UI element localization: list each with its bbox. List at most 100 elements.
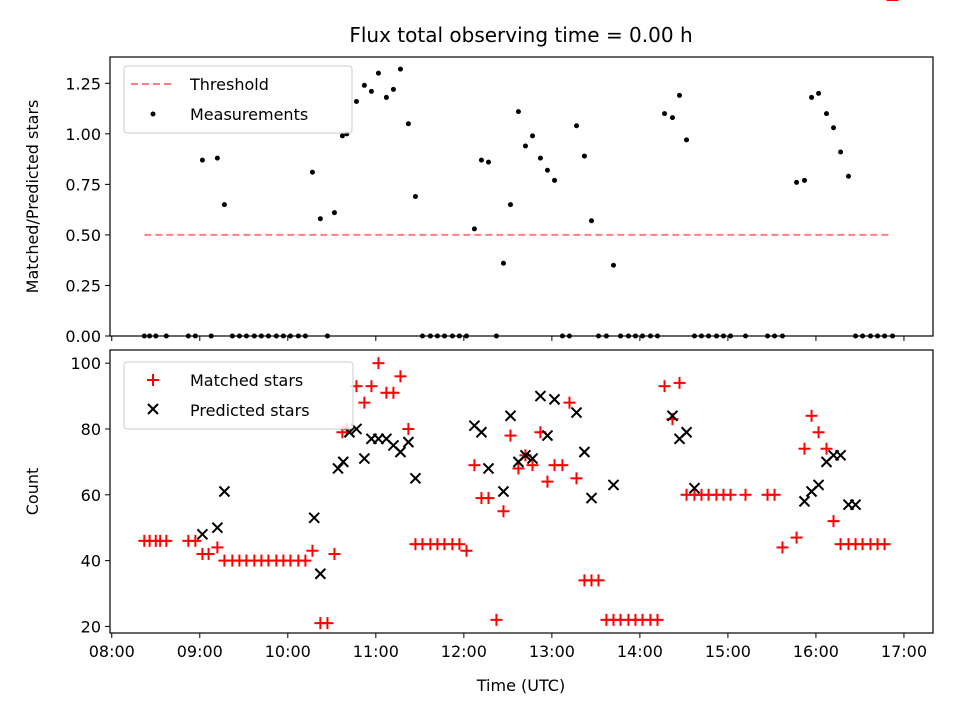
matched-star-point [160,534,173,547]
counts-panel: 20 40 60 80 100 08:00 09:00 10:00 11:00 12:00 13:… [23,0,934,661]
ratio-y-axis-label: Matched/Predicted stars [23,100,42,294]
matched-star-point [739,488,752,501]
measurement-point [280,333,286,339]
matched-star-point [387,386,400,399]
x-stroke-b [394,446,407,458]
measurement-point [823,111,829,117]
measurement-point [537,155,543,161]
matched-star-point [878,538,891,551]
counts-legend-box [123,361,354,430]
x-tick-label: 13:00 [529,642,575,661]
measurement-point [647,333,653,339]
matched-star-point [460,544,473,557]
predicted-star-point [526,452,539,465]
x-stroke-b [541,429,554,442]
x-stroke-b [680,426,693,438]
measurement-point [853,333,859,339]
matched-star-point [453,538,466,551]
measurement-point [397,66,403,72]
measurement-point [478,157,484,163]
x-stroke-b [475,426,488,438]
x-stroke-b [578,446,591,458]
measurement-point [706,333,712,339]
predicted-star-point [570,406,583,419]
measurement-point [801,177,807,183]
measurement-point [339,133,345,139]
measurement-point [309,169,315,175]
measurement-point [588,218,594,224]
predicted-star-point [475,426,488,438]
x-stroke-b [534,390,547,402]
x-axis-label: Time (UTC) [476,676,565,695]
counts-plot-frame [109,349,934,634]
measurement-point [581,153,587,159]
matched-star-point [504,429,517,442]
y-tick-label: 80 [81,420,101,439]
x-stroke-b [482,462,495,475]
predicted-star-point [607,479,620,491]
measurement-point [809,94,815,100]
measurement-point [383,94,389,100]
x-tick-label: 10:00 [265,642,311,661]
ratio-legend: Threshold Measurements [123,65,353,134]
measurement-point [515,109,521,115]
x-stroke-b [343,426,356,438]
measurement-point [208,333,214,339]
counts-y-ticks: 20 40 60 80 100 [70,354,110,636]
threshold-legend-label: Threshold [189,75,269,94]
matched-star-point [394,370,407,383]
predicted-star-point [211,521,224,534]
measurement-point [868,333,874,339]
x-stroke-b [196,528,209,540]
measurement-point [838,149,844,155]
predicted-star-point [798,495,811,508]
y-tick-label: 1.25 [65,74,101,93]
predicted-star-point [578,446,591,458]
measurement-point [500,260,506,266]
measurement-point [361,82,367,88]
predicted-star-point [314,568,327,580]
y-tick-label: 20 [81,617,101,636]
measurement-point [295,333,301,339]
y-tick-label: 40 [81,552,101,571]
x-stroke-b [666,410,679,422]
matched-star-point [820,442,833,455]
measurement-point [153,333,159,339]
matched-star-point [365,380,378,393]
measurement-point [618,333,624,339]
matched-star-point [592,574,605,587]
matched-star-point [570,472,583,485]
matched-star-point [482,492,495,505]
measurement-point [199,157,205,163]
measurement-point [691,333,697,339]
predicted-star-point [402,436,415,448]
counts-legend: Matched stars Predicted stars [123,361,354,430]
matched-star-point [724,488,737,501]
matched-star-point [658,380,671,393]
predicted-star-point [358,452,371,465]
measurement-point [669,115,675,121]
measurement-point [368,88,374,94]
matched-star-point [372,357,385,370]
matched-star-point [651,613,664,626]
measurement-point [522,143,528,149]
predicted-star-point [482,462,495,475]
measurement-point [890,333,896,339]
y-tick-label: 60 [81,486,101,505]
measurement-point [654,333,660,339]
matched-star-point [328,548,341,561]
measurement-point [574,123,580,129]
x-stroke-b [314,568,327,580]
counts-y-axis-label: Count [23,468,42,516]
x-stroke-b [468,419,481,432]
x-stroke-b [402,436,415,448]
y-tick-label: 0.50 [65,226,101,245]
predicted-star-point [666,410,679,422]
measurement-point [596,333,602,339]
x-stroke-b [688,482,701,494]
ratio-y-ticks: 0.00 0.25 0.50 0.75 1.00 1.25 [65,74,110,346]
matched-star-point [776,541,789,554]
predicted-star-point [534,390,547,402]
measurement-point [507,202,513,208]
measurement-point [287,333,293,339]
